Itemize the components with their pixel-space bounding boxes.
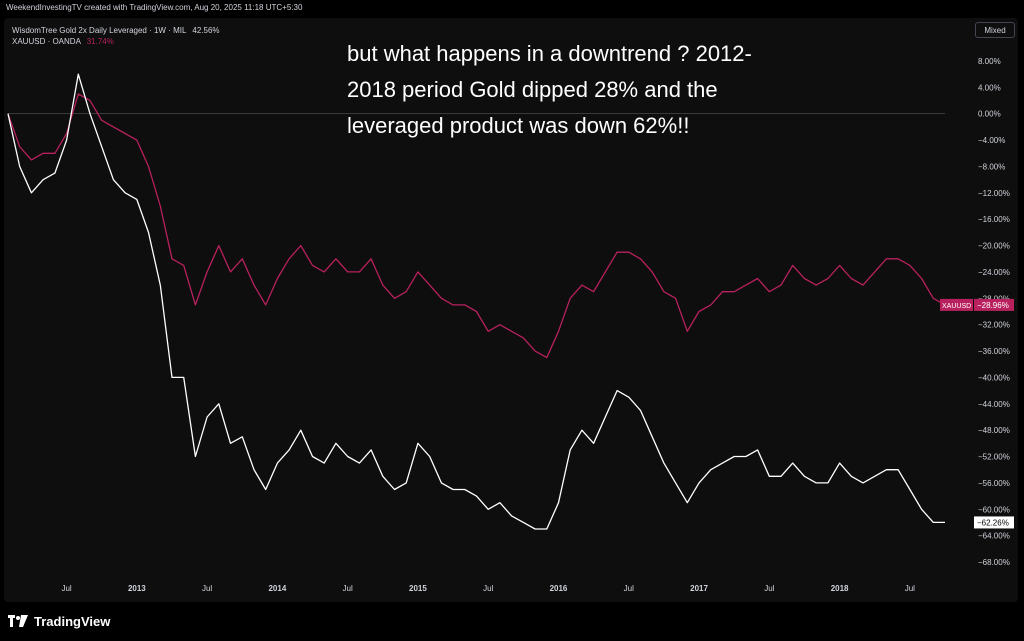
y-tick-label: −60.00% (978, 505, 1010, 514)
x-tick-label: 2016 (550, 584, 568, 593)
y-tick-label: −52.00% (978, 453, 1010, 462)
legend-series-gold[interactable]: XAUUSD · OANDA 31.74% (12, 37, 114, 46)
annotation-line-1: but what happens in a downtrend ? 2012- (347, 41, 752, 66)
gold-last-value-badge (974, 298, 1014, 311)
annotation-line-3: leveraged product was down 62%!! (347, 113, 690, 138)
y-tick-label: −16.00% (978, 215, 1010, 224)
chart-annotation: but what happens in a downtrend ? 2012- … (347, 36, 947, 144)
x-tick-label: 2013 (128, 584, 146, 593)
chart-panel (4, 18, 1018, 602)
y-tick-label: −64.00% (978, 532, 1010, 541)
y-tick-label: −32.00% (978, 321, 1010, 330)
x-tick-label: Jul (343, 584, 353, 593)
y-tick-label: −4.00% (978, 136, 1005, 145)
y-tick-label: −20.00% (978, 242, 1010, 251)
series-line-gold (7, 93, 946, 359)
x-tick-label: Jul (61, 584, 71, 593)
x-tick-label: 2014 (268, 584, 286, 593)
y-tick-label: −68.00% (978, 558, 1010, 567)
legend-series-leveraged-label: WisdomTree Gold 2x Daily Leveraged · 1W … (12, 26, 187, 35)
leveraged-last-value-badge (974, 516, 1014, 529)
x-tick-label: 2015 (409, 584, 427, 593)
y-tick-label: −48.00% (978, 426, 1010, 435)
y-tick-label: −12.00% (978, 189, 1010, 198)
x-tick-label: 2018 (831, 584, 849, 593)
y-tick-label: −40.00% (978, 373, 1010, 382)
y-tick-label: −36.00% (978, 347, 1010, 356)
y-tick-label: −56.00% (978, 479, 1010, 488)
chart-credit: WeekendInvestingTV created with TradingV… (6, 3, 303, 12)
annotation-line-2: 2018 period Gold dipped 28% and the (347, 77, 718, 102)
legend-series-leveraged-value: 42.56% (192, 26, 220, 35)
x-tick-label: Jul (764, 584, 774, 593)
legend-series-leveraged[interactable]: WisdomTree Gold 2x Daily Leveraged · 1W … (12, 26, 220, 35)
y-tick-label: −8.00% (978, 162, 1005, 171)
gold-symbol-badge (940, 298, 973, 311)
y-tick-label: 0.00% (978, 110, 1001, 119)
x-tick-label: Jul (202, 584, 212, 593)
series-line-leveraged (7, 73, 945, 530)
y-tick-label: 8.00% (978, 57, 1001, 66)
gold-symbol-badge-text: XAUUSD (942, 303, 971, 310)
x-tick-label: Jul (905, 584, 915, 593)
x-tick-label: 2017 (690, 584, 708, 593)
x-tick-label: Jul (624, 584, 634, 593)
y-tick-label: −28.00% (978, 294, 1010, 303)
y-tick-label: 4.00% (978, 83, 1001, 92)
leveraged-last-value-text: −62.26% (977, 518, 1009, 527)
scale-mode-button[interactable]: Mixed (975, 22, 1015, 38)
y-tick-label: −24.00% (978, 268, 1010, 277)
tradingview-logo-icon (8, 615, 28, 627)
legend-series-gold-value: 31.74% (86, 37, 114, 46)
footer-brand[interactable]: TradingView (8, 611, 110, 631)
footer-brand-label: TradingView (34, 613, 111, 629)
gold-last-value-text: −28.96% (977, 301, 1009, 310)
x-tick-label: Jul (483, 584, 493, 593)
legend-series-gold-label: XAUUSD · OANDA (12, 37, 81, 46)
y-tick-label: −44.00% (978, 400, 1010, 409)
